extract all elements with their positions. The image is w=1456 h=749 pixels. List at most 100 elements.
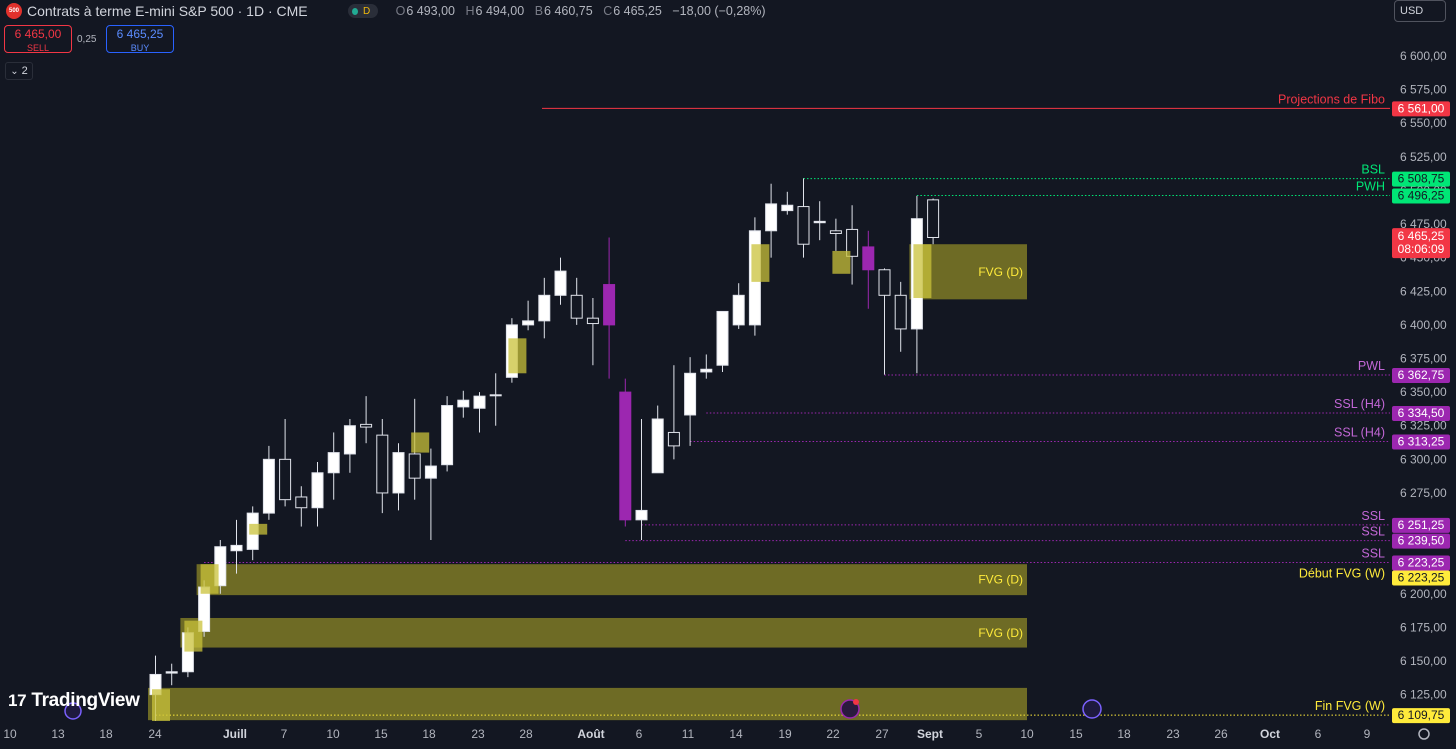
- currency-button[interactable]: USD: [1394, 0, 1446, 22]
- y-tick-label: 6 375,00: [1400, 352, 1447, 366]
- x-tick-label: 28: [519, 727, 533, 741]
- y-tick-label: 6 600,00: [1400, 49, 1447, 63]
- candle-body: [700, 368, 713, 373]
- x-tick-label: 10: [3, 727, 17, 741]
- event-alert-dot: [853, 699, 859, 705]
- buy-button[interactable]: 6 465,25 BUY: [106, 25, 174, 53]
- x-tick-label: 5: [976, 727, 983, 741]
- x-tick-label: 27: [875, 727, 889, 741]
- y-tick-label: 6 150,00: [1400, 654, 1447, 668]
- fvg-candle-highlight: [508, 338, 527, 374]
- y-tick-label: 6 125,00: [1400, 688, 1447, 702]
- y-tick-label: 6 475,00: [1400, 217, 1447, 231]
- price-badge-text: 6 496,25: [1398, 188, 1445, 202]
- fvg-candle-highlight: [200, 564, 219, 594]
- sell-price: 6 465,00: [14, 27, 62, 41]
- candle-body: [441, 405, 454, 466]
- event-marker-icon: [64, 702, 82, 720]
- candle-body: [586, 317, 599, 325]
- candle-body: [360, 423, 373, 428]
- level-label: BSL: [1361, 163, 1385, 177]
- candle-body: [829, 230, 842, 234]
- level-label: Projections de Fibo: [1278, 92, 1385, 106]
- candle-body: [262, 458, 275, 514]
- bar-countdown-text: 08:06:09: [1398, 242, 1445, 256]
- settings-gear-icon: [1418, 728, 1430, 740]
- x-tick-label: 6: [1315, 727, 1322, 741]
- candle-body: [408, 453, 421, 479]
- indicators-count: 2: [21, 65, 28, 77]
- market-status-indicator[interactable]: D: [347, 4, 378, 18]
- y-tick-label: 6 575,00: [1400, 83, 1447, 97]
- level-label: SSL (H4): [1334, 397, 1385, 411]
- last-price-text: 6 465,25: [1398, 229, 1445, 243]
- tradingview-mark-icon: 17: [8, 691, 27, 710]
- price-badge-text: 6 109,75: [1398, 708, 1445, 722]
- last-price-badge: [1392, 228, 1450, 259]
- candle-body: [230, 544, 243, 552]
- candle-body: [651, 418, 664, 474]
- level-label: Début FVG (W): [1299, 567, 1385, 581]
- x-tick-label: 23: [471, 727, 485, 741]
- y-tick-label: 6 425,00: [1400, 284, 1447, 298]
- candle-body: [635, 509, 648, 521]
- event-forward-icon: [1082, 699, 1102, 719]
- x-tick-label: 10: [1020, 727, 1034, 741]
- buy-price: 6 465,25: [116, 27, 164, 41]
- x-tick-label: 10: [326, 727, 340, 741]
- price-badge: [1392, 405, 1450, 421]
- candle-body: [667, 431, 680, 447]
- tradingview-logo[interactable]: 17 TradingView: [8, 690, 140, 712]
- price-badge: [1392, 555, 1450, 571]
- x-tick-label: Août: [577, 727, 604, 741]
- indicators-toggle-button[interactable]: ⌄ 2: [5, 62, 33, 80]
- level-label: SSL (H4): [1334, 426, 1385, 440]
- symbol-title[interactable]: Contrats à terme E-mini S&P 500 · 1D · C…: [27, 3, 308, 19]
- x-tick-label: 18: [99, 727, 113, 741]
- price-badge: [1392, 101, 1450, 117]
- candle-body: [554, 270, 567, 296]
- fvg-candle-highlight: [249, 523, 268, 535]
- x-tick-label: 26: [1214, 727, 1228, 741]
- candle-body: [716, 310, 729, 366]
- sell-button[interactable]: 6 465,00 SELL: [4, 25, 72, 53]
- y-tick-label: 6 350,00: [1400, 385, 1447, 399]
- price-change: −18,00 (−0,28%): [672, 4, 766, 18]
- candle-body: [732, 294, 745, 326]
- candle-body: [343, 425, 356, 455]
- price-badge-text: 6 239,50: [1398, 534, 1445, 548]
- spread-value: 0,25: [77, 34, 97, 45]
- market-open-icon: [351, 7, 358, 15]
- x-tick-label: 7: [281, 727, 288, 741]
- fvg-zone-label: FVG (D): [978, 265, 1023, 279]
- price-badge: [1392, 517, 1450, 533]
- ohlc-key: O: [395, 4, 406, 18]
- chevron-down-icon: ⌄: [10, 65, 19, 77]
- x-tick-label: Juill: [223, 727, 247, 741]
- sell-label: SELL: [26, 43, 50, 53]
- fvg-candle-highlight: [913, 244, 932, 298]
- x-tick-label: 15: [1069, 727, 1083, 741]
- fvg-zone-label: FVG (D): [978, 626, 1023, 640]
- price-badge-text: 6 313,25: [1398, 435, 1445, 449]
- y-tick-label: 6 275,00: [1400, 486, 1447, 500]
- ohlc-key: C: [603, 4, 613, 18]
- candle-body: [765, 203, 778, 232]
- candle-body: [894, 294, 907, 330]
- x-tick-label: 19: [778, 727, 792, 741]
- x-tick-label: Sept: [917, 727, 943, 741]
- price-badge: [1392, 188, 1450, 204]
- x-tick-label: 13: [51, 727, 65, 741]
- y-tick-label: 6 550,00: [1400, 116, 1447, 130]
- price-badge: [1392, 533, 1450, 549]
- header-bar: 500 Contrats à terme E-mini S&P 500 · 1D…: [0, 0, 766, 22]
- fvg-candle-highlight: [152, 689, 170, 722]
- x-tick-label: 23: [1166, 727, 1180, 741]
- candle-body: [797, 206, 810, 245]
- interval-badge: D: [359, 4, 374, 18]
- candle-body: [376, 434, 389, 494]
- candle-body: [538, 294, 551, 322]
- fvg-zone-label: FVG (D): [978, 573, 1023, 587]
- fvg-zone: [180, 617, 1027, 648]
